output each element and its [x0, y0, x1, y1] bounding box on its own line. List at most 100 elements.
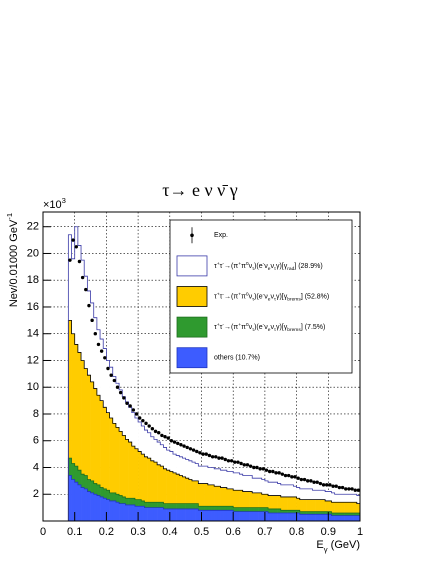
- histogram-segment: [252, 511, 256, 521]
- histogram-segment: [344, 515, 348, 521]
- histogram-segment: [230, 488, 234, 507]
- data-point: [68, 258, 72, 262]
- histogram-segment: [68, 458, 72, 476]
- histogram-segment: [315, 514, 320, 521]
- text-part: )(e: [254, 324, 263, 331]
- data-point: [188, 447, 193, 451]
- data-point: [157, 431, 161, 435]
- histogram-segment: [340, 494, 345, 503]
- legend-swatch: [176, 286, 208, 307]
- histogram-segment: [179, 475, 183, 504]
- histogram-segment: [296, 512, 301, 521]
- histogram-segment: [268, 512, 272, 521]
- histogram-segment: [134, 418, 139, 449]
- histogram-segment: [340, 512, 345, 516]
- histogram-segment: [84, 276, 88, 369]
- data-point: [106, 366, 110, 371]
- histogram-segment: [280, 510, 285, 513]
- histogram-segment: [115, 383, 120, 428]
- histogram-segment: [150, 460, 155, 503]
- histogram-segment: [226, 471, 231, 489]
- histogram-segment: [296, 498, 301, 511]
- histogram-segment: [214, 506, 218, 511]
- histogram-segment: [198, 466, 202, 484]
- text-part: +: [217, 292, 220, 297]
- y-tick-label: 10: [27, 381, 39, 393]
- histogram-segment: [68, 475, 72, 521]
- histogram-segment: [309, 514, 313, 521]
- text-part: ν: [264, 263, 268, 270]
- histogram-segment: [274, 508, 278, 513]
- histogram-segment: [147, 502, 152, 508]
- histogram-segment: [264, 511, 269, 521]
- data-point: [277, 471, 281, 475]
- y-tick-label: 4: [33, 461, 39, 473]
- histogram-segment: [201, 510, 205, 521]
- histogram-segment: [191, 480, 196, 504]
- histogram-segment: [280, 496, 285, 511]
- data-point: [87, 303, 91, 308]
- histogram-segment: [233, 507, 237, 512]
- histogram-segment: [109, 418, 114, 493]
- histogram-segment: [312, 499, 316, 512]
- data-point: [325, 483, 329, 487]
- data-point: [331, 484, 335, 488]
- text-part: γ: [324, 545, 328, 554]
- data-point: [356, 488, 361, 492]
- histogram-segment: [128, 407, 133, 443]
- histogram-segment: [93, 388, 98, 484]
- text-part: τ: [214, 263, 217, 270]
- text-part: τ: [220, 324, 223, 331]
- histogram-segment: [340, 515, 345, 521]
- histogram-segment: [233, 490, 237, 508]
- histogram-segment: [195, 503, 199, 509]
- histogram-segment: [321, 490, 326, 500]
- histogram-segment: [239, 490, 244, 508]
- histogram-segment: [185, 508, 190, 521]
- histogram-segment: [302, 499, 307, 512]
- x-tick-label: 0.4: [162, 526, 177, 538]
- histogram-segment: [150, 436, 155, 461]
- histogram-segment: [144, 502, 148, 508]
- histogram-segment: [274, 495, 278, 509]
- histogram-segment: [261, 479, 266, 495]
- data-point: [337, 485, 342, 490]
- histogram-segment: [226, 488, 231, 507]
- data-point: [264, 468, 269, 472]
- histogram-segment: [204, 506, 209, 511]
- data-point: [255, 465, 259, 470]
- text-part: (GeV): [328, 539, 360, 551]
- histogram-segment: [144, 456, 148, 503]
- histogram-segment: [217, 486, 221, 507]
- histogram-segment: [207, 467, 212, 485]
- histogram-segment: [90, 492, 95, 521]
- histogram-segment: [141, 454, 145, 501]
- text-part: γ)[γ: [276, 324, 288, 331]
- histogram-segment: [160, 466, 164, 503]
- histogram-segment: [201, 483, 205, 507]
- data-point: [309, 479, 313, 483]
- histogram-segment: [71, 258, 75, 334]
- histogram-segment: [109, 500, 114, 521]
- histogram-segment: [119, 389, 123, 432]
- data-point: [226, 459, 231, 463]
- x-tick-label: 0: [40, 526, 46, 538]
- histogram-segment: [356, 512, 361, 516]
- histogram-segment: [280, 484, 285, 497]
- legend-label: others (10.7%): [214, 355, 260, 362]
- histogram-segment: [328, 511, 332, 515]
- data-point: [321, 483, 326, 487]
- x-axis-label: Eγ (GeV): [316, 539, 360, 554]
- histogram-segment: [96, 495, 101, 521]
- text-part: →(π: [224, 324, 238, 331]
- histogram-segment: [182, 508, 186, 521]
- histogram-segment: [290, 512, 294, 521]
- histogram-segment: [217, 468, 221, 487]
- histogram-segment: [191, 503, 196, 509]
- text-part: 0: [246, 322, 249, 328]
- histogram-segment: [321, 511, 326, 515]
- histogram-segment: [81, 487, 85, 521]
- data-point: [280, 472, 285, 476]
- histogram-segment: [283, 510, 288, 513]
